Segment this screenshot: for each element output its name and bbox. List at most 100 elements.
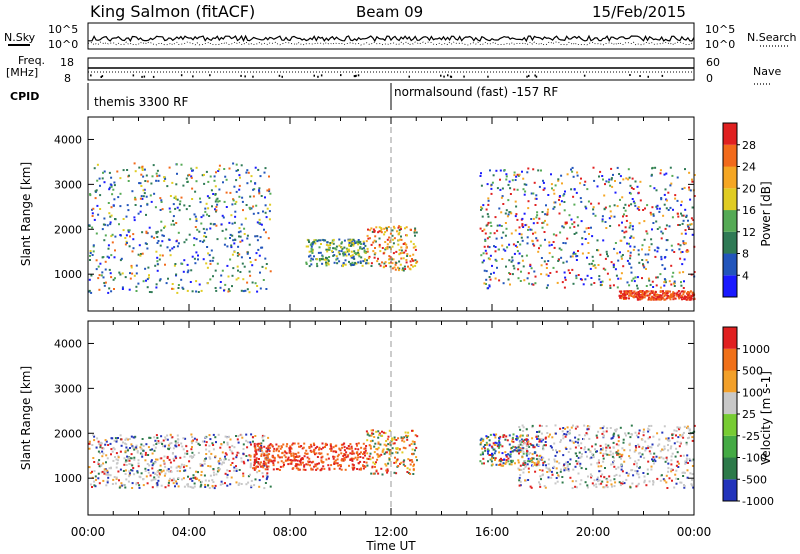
- data-point: [228, 167, 231, 170]
- data-point: [654, 255, 657, 258]
- data-point: [530, 459, 533, 461]
- data-point: [686, 426, 688, 429]
- data-point: [113, 439, 116, 442]
- data-point: [586, 428, 589, 431]
- data-point: [141, 197, 144, 200]
- data-point: [368, 229, 371, 232]
- data-point: [644, 292, 647, 295]
- data-point: [610, 215, 613, 218]
- data-point: [341, 446, 344, 449]
- data-point: [404, 447, 407, 450]
- data-point: [577, 460, 580, 463]
- data-point: [616, 286, 619, 289]
- data-point: [106, 469, 109, 472]
- data-point: [119, 192, 122, 195]
- data-point: [363, 250, 366, 253]
- data-point: [630, 271, 633, 274]
- data-point: [205, 235, 208, 238]
- data-point: [411, 460, 414, 463]
- data-point: [356, 451, 359, 454]
- data-point: [147, 454, 150, 456]
- freq-marker: [661, 74, 664, 77]
- data-point: [169, 249, 172, 252]
- data-point: [385, 247, 387, 250]
- data-point: [260, 455, 263, 457]
- data-point: [519, 243, 522, 246]
- colorbar-swatch: [723, 414, 737, 436]
- data-point: [400, 249, 403, 252]
- data-point: [102, 452, 105, 455]
- data-point: [565, 222, 568, 225]
- data-point: [205, 453, 208, 455]
- data-point: [370, 262, 373, 265]
- data-point: [536, 437, 539, 440]
- data-point: [613, 215, 616, 218]
- data-point: [214, 200, 217, 203]
- data-point: [488, 276, 491, 278]
- data-point: [548, 252, 551, 255]
- data-point: [339, 465, 342, 468]
- data-point: [630, 291, 633, 294]
- data-point: [560, 248, 563, 251]
- data-point: [491, 446, 494, 449]
- data-point: [358, 242, 361, 245]
- data-point: [508, 454, 511, 457]
- data-point: [672, 282, 675, 285]
- data-point: [592, 212, 595, 215]
- data-point: [258, 192, 261, 195]
- data-point: [126, 204, 129, 207]
- data-point: [671, 452, 674, 455]
- velocity-scatter-data: [88, 424, 696, 490]
- data-point: [319, 452, 321, 455]
- data-point: [524, 442, 526, 445]
- data-point: [220, 480, 223, 483]
- data-point: [96, 204, 99, 207]
- data-point: [666, 458, 669, 461]
- data-point: [363, 258, 366, 261]
- data-point: [372, 472, 375, 475]
- data-point: [135, 272, 138, 275]
- data-point: [521, 223, 524, 226]
- data-point: [169, 210, 172, 213]
- data-point: [144, 267, 147, 270]
- data-point: [397, 269, 400, 272]
- data-point: [164, 472, 167, 475]
- data-point: [571, 223, 574, 226]
- data-point: [580, 220, 583, 223]
- data-point: [311, 250, 314, 253]
- data-point: [525, 454, 528, 457]
- data-point: [167, 444, 170, 447]
- data-point: [263, 452, 266, 455]
- data-point: [634, 469, 637, 472]
- data-point: [654, 460, 657, 463]
- data-point: [677, 466, 680, 468]
- data-point: [237, 435, 240, 438]
- data-point: [652, 435, 655, 438]
- data-point: [604, 257, 607, 260]
- data-point: [265, 216, 268, 219]
- data-point: [201, 440, 204, 443]
- data-point: [529, 265, 532, 267]
- data-point: [212, 468, 215, 470]
- data-point: [617, 259, 620, 262]
- data-point: [500, 464, 503, 467]
- data-point: [175, 273, 178, 276]
- data-point: [664, 294, 667, 296]
- data-point: [332, 254, 335, 257]
- data-point: [599, 427, 602, 430]
- data-point: [182, 437, 185, 440]
- data-point: [558, 198, 560, 201]
- data-point: [329, 244, 332, 246]
- data-point: [646, 261, 649, 264]
- data-point: [228, 470, 231, 472]
- data-point: [679, 296, 682, 299]
- data-point: [561, 481, 564, 484]
- data-point: [510, 232, 513, 235]
- data-point: [564, 223, 567, 226]
- data-point: [171, 436, 174, 439]
- data-point: [91, 212, 94, 215]
- data-point: [629, 251, 632, 254]
- data-point: [333, 462, 336, 465]
- data-point: [575, 259, 578, 261]
- data-point: [111, 233, 114, 236]
